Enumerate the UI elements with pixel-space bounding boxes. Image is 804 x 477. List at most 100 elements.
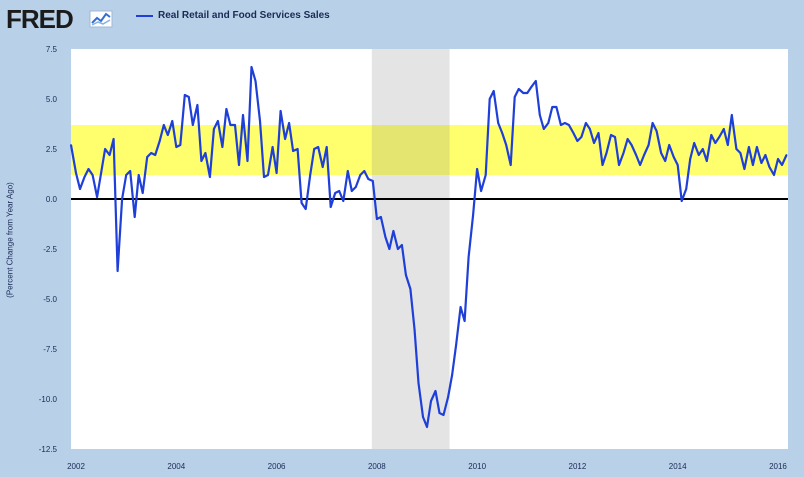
- data-point: [292, 150, 295, 152]
- data-point: [208, 176, 211, 178]
- data-point: [354, 186, 357, 188]
- data-point: [116, 270, 119, 272]
- data-point: [162, 124, 165, 126]
- data-point: [781, 164, 783, 166]
- legend-label: Real Retail and Food Services Sales: [158, 10, 330, 21]
- data-point: [317, 146, 320, 148]
- y-tick-label: -12.5: [39, 445, 58, 454]
- data-point: [175, 146, 178, 148]
- data-point: [676, 164, 679, 166]
- data-point: [597, 132, 600, 134]
- data-point: [438, 412, 441, 414]
- data-point: [254, 80, 257, 82]
- data-point: [547, 122, 550, 124]
- data-point: [75, 172, 77, 174]
- data-point: [735, 148, 738, 150]
- data-point: [183, 94, 186, 96]
- data-point: [417, 382, 420, 384]
- x-tick-label: 2002: [67, 462, 85, 471]
- data-point: [304, 208, 307, 210]
- data-point: [146, 156, 149, 158]
- data-point: [150, 152, 153, 154]
- data-point: [647, 144, 650, 146]
- data-point: [572, 132, 575, 134]
- data-point: [752, 164, 754, 166]
- data-point: [166, 134, 169, 136]
- data-point: [463, 320, 466, 322]
- data-point: [187, 96, 190, 98]
- data-point: [379, 216, 382, 218]
- data-point: [522, 92, 525, 94]
- data-point: [204, 152, 207, 154]
- data-point: [246, 160, 249, 162]
- x-tick-label: 2004: [167, 462, 185, 471]
- x-tick-label: 2012: [569, 462, 587, 471]
- data-point: [526, 92, 529, 94]
- y-tick-label: 5.0: [46, 95, 58, 104]
- data-point: [768, 166, 771, 168]
- data-point: [179, 144, 182, 146]
- data-point: [551, 106, 554, 108]
- series-points: [70, 66, 788, 428]
- data-point: [141, 192, 144, 194]
- data-point: [476, 168, 479, 170]
- data-point: [580, 136, 583, 138]
- data-point: [680, 200, 683, 202]
- data-point: [375, 218, 378, 220]
- data-point: [79, 188, 81, 190]
- data-point: [234, 124, 236, 126]
- data-point: [250, 66, 253, 68]
- data-point: [409, 288, 412, 290]
- data-point: [217, 120, 219, 122]
- data-point: [455, 344, 457, 346]
- data-point: [346, 170, 349, 172]
- data-point: [542, 128, 545, 130]
- data-point: [593, 142, 595, 144]
- data-point: [329, 206, 332, 208]
- data-point: [484, 174, 487, 176]
- data-point: [279, 110, 282, 112]
- y-tick-label: 7.5: [46, 45, 58, 54]
- data-point: [664, 160, 667, 162]
- data-point: [718, 136, 721, 138]
- data-point: [559, 124, 562, 126]
- data-point: [777, 158, 779, 160]
- data-point: [472, 214, 475, 216]
- data-point: [467, 256, 470, 258]
- data-point: [605, 152, 608, 154]
- x-tick-label: 2016: [769, 462, 787, 471]
- data-point: [480, 190, 483, 192]
- data-point: [501, 132, 504, 134]
- data-point: [363, 170, 366, 172]
- data-point: [635, 154, 637, 156]
- data-point: [100, 172, 102, 174]
- y-tick-label: -7.5: [43, 345, 57, 354]
- data-point: [158, 140, 161, 142]
- data-point: [701, 148, 704, 150]
- data-point: [200, 160, 203, 162]
- recession-shading: [371, 49, 450, 449]
- data-point: [137, 174, 140, 176]
- data-point: [133, 216, 136, 218]
- data-point: [371, 180, 374, 182]
- data-point: [313, 148, 316, 150]
- data-point: [555, 106, 558, 108]
- data-point: [639, 164, 641, 166]
- y-tick-label: -10.0: [39, 395, 58, 404]
- data-point: [388, 248, 391, 250]
- data-point: [710, 134, 713, 136]
- data-point: [225, 108, 228, 110]
- data-point: [756, 146, 758, 148]
- y-tick-label: -2.5: [43, 245, 57, 254]
- data-point: [221, 146, 224, 148]
- data-point: [91, 174, 94, 176]
- x-tick-label: 2008: [368, 462, 386, 471]
- data-point: [747, 146, 750, 148]
- data-point: [342, 200, 345, 202]
- data-point: [714, 142, 717, 144]
- data-point: [108, 154, 111, 156]
- data-point: [672, 156, 675, 158]
- y-tick-label: -5.0: [43, 295, 57, 304]
- data-point: [154, 154, 157, 156]
